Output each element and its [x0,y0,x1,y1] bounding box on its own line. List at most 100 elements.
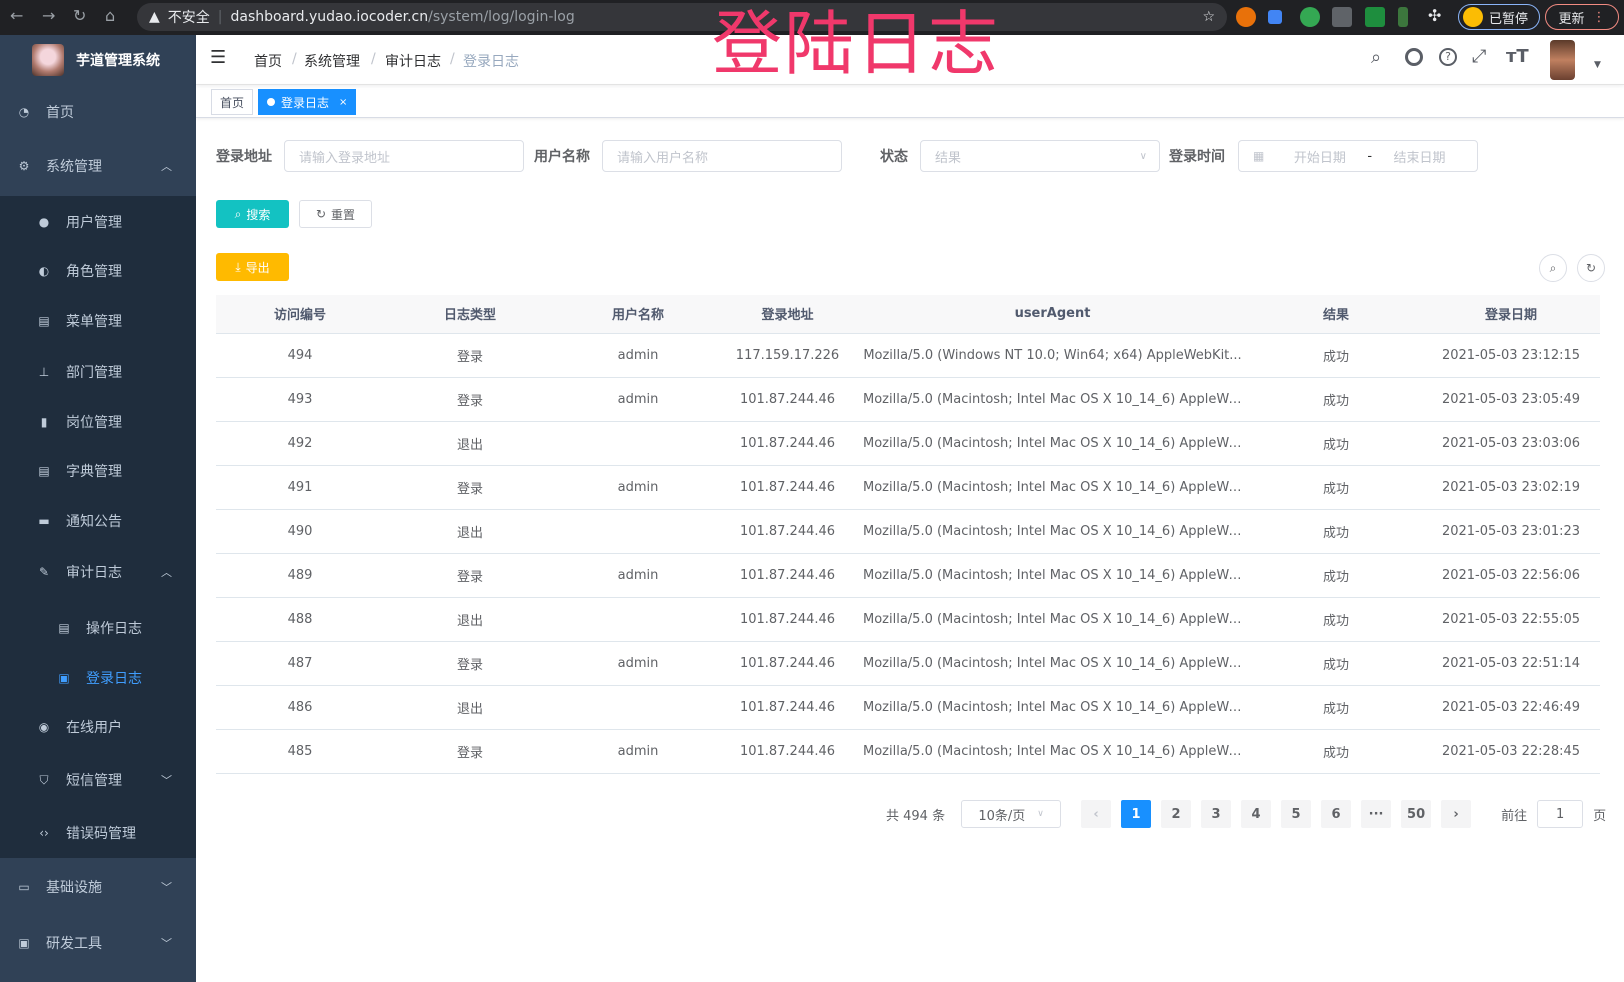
back-icon[interactable]: ← [10,6,24,25]
fullscreen-icon[interactable]: ⤢ [1472,46,1487,67]
table-row[interactable]: 486 退出 101.87.244.46 Mozilla/5.0 (Macintosh… [216,685,1600,730]
monitor-icon: ▭ [18,880,30,894]
sidebar-item[interactable]: ▮ 岗位管理 [0,397,196,447]
tag-home[interactable]: 首页 [211,89,254,115]
reload-icon[interactable]: ↻ [73,6,87,25]
forward-icon[interactable]: → [42,6,56,25]
next-page-button[interactable]: › [1441,800,1472,828]
table-cell: Mozilla/5.0 (Macintosh; Intel Mac OS X 1… [855,553,1250,598]
page-button[interactable]: 2 [1161,800,1192,828]
update-button[interactable]: 更新 ⋮ [1545,4,1619,30]
sidebar-item[interactable]: ▤ 菜单管理 [0,296,196,346]
caret-down-icon[interactable]: ▼ [1594,60,1601,70]
gear-icon: ⚙ [18,159,30,173]
question-icon[interactable]: ? [1439,48,1457,66]
app-logo[interactable]: 芋道管理系统 [0,35,196,85]
sidebar-item[interactable]: ▤ 操作日志 [0,603,196,653]
username-input[interactable]: 请输入用户名称 [602,140,842,172]
hamburger-icon[interactable]: ☰ [210,47,227,68]
sidebar-item[interactable]: ◔ 首页 [0,87,196,137]
post-icon: ▮ [40,415,48,429]
table-row[interactable]: 494 登录 admin 117.159.17.226 Mozilla/5.0 (Win… [216,333,1600,378]
sidebar-item-label: 短信管理 [66,773,122,789]
close-icon[interactable]: × [339,96,348,108]
chevron-down-icon: ﹀ [161,937,172,950]
table-row[interactable]: 492 退出 101.87.244.46 Mozilla/5.0 (Macintosh… [216,421,1600,466]
tag-login-log[interactable]: 登录日志 × [258,89,357,115]
search-icon[interactable]: ⌕ [1371,47,1382,68]
page-button[interactable]: 5 [1281,800,1312,828]
table-cell: 494 [216,333,384,378]
table-cell: 2021-05-03 23:02:19 [1422,465,1600,510]
toggle-search-button[interactable]: ⌕ [1539,254,1567,282]
extension-icon[interactable] [1236,7,1256,27]
page-button[interactable]: 1 [1121,800,1152,828]
table-cell: 486 [216,685,384,730]
user-avatar[interactable] [1550,40,1575,80]
table-cell: admin [556,465,720,510]
sidebar-item[interactable]: ⚙ 系统管理 ︿ [0,141,196,191]
sidebar-item[interactable]: ◉ 在线用户 [0,702,196,752]
sidebar-item[interactable]: ✎ 审计日志 ︿ [0,547,196,597]
table-row[interactable]: 487 登录 admin 101.87.244.46 Mozilla/5.0 (Maci… [216,641,1600,686]
extension-icon[interactable] [1398,7,1408,27]
tree-icon: ⊥ [38,365,50,379]
sidebar-item[interactable]: ▭ 基础设施 ﹀ [0,862,196,912]
table-row[interactable]: 491 登录 admin 101.87.244.46 Mozilla/5.0 (Maci… [216,465,1600,510]
code-icon: ‹› [39,826,49,840]
table-cell: 退出 [384,509,556,554]
puzzle-icon[interactable]: ✣ [1428,6,1442,25]
page-button[interactable]: 4 [1241,800,1272,828]
table-cell: 2021-05-03 23:01:23 [1422,509,1600,554]
extension-icon[interactable] [1300,7,1320,27]
table-row[interactable]: 493 登录 admin 101.87.244.46 Mozilla/5.0 (Maci… [216,377,1600,422]
sidebar-item-label: 通知公告 [66,514,122,530]
star-icon[interactable]: ☆ [1202,9,1215,25]
sidebar-item[interactable]: ‹› 错误码管理 [0,808,196,858]
table-row[interactable]: 488 退出 101.87.244.46 Mozilla/5.0 (Macintosh… [216,597,1600,642]
profile-button[interactable]: 已暂停 [1458,4,1540,30]
github-icon[interactable] [1405,48,1423,66]
address-bar[interactable]: ▲ 不安全 | dashboard.yudao.iocoder.cn/syste… [137,3,1227,31]
sidebar-item[interactable]: ▬ 通知公告 [0,496,196,546]
page-button[interactable]: 6 [1321,800,1352,828]
page-size-select[interactable]: 10条/页 ∨ [961,800,1062,828]
breadcrumb-item[interactable]: 系统管理 [304,54,360,70]
refresh-button[interactable]: ↻ [1577,254,1605,282]
sidebar-item[interactable]: ⛉ 短信管理 ﹀ [0,755,196,805]
extension-icon[interactable] [1365,7,1385,27]
sidebar-item[interactable]: ◐ 角色管理 [0,246,196,296]
search-button[interactable]: ⌕ 搜索 [216,200,289,228]
breadcrumb-item[interactable]: 审计日志 [385,54,441,70]
sidebar-item[interactable]: ● 用户管理 [0,197,196,247]
table-cell: 成功 [1250,729,1422,774]
page-button[interactable]: 3 [1201,800,1232,828]
sidebar-item[interactable]: ▣ 研发工具 ﹀ [0,918,196,968]
table-cell: 2021-05-03 22:28:45 [1422,729,1600,774]
home-icon[interactable]: ⌂ [105,6,116,25]
page-button[interactable]: ··· [1361,800,1392,828]
table-cell: 登录 [384,641,556,686]
extension-icon[interactable] [1268,10,1282,24]
font-size-icon[interactable]: ᴛT [1506,46,1529,67]
ip-input[interactable]: 请输入登录地址 [284,140,524,172]
prev-page-button[interactable]: ‹ [1081,800,1112,828]
table-row[interactable]: 489 登录 admin 101.87.244.46 Mozilla/5.0 (Maci… [216,553,1600,598]
table-row[interactable]: 485 登录 admin 101.87.244.46 Mozilla/5.0 (Maci… [216,729,1600,774]
table-cell: 101.87.244.46 [720,729,855,774]
table-cell: 成功 [1250,421,1422,466]
sidebar-item[interactable]: ⊥ 部门管理 [0,347,196,397]
table-cell: 2021-05-03 23:12:15 [1422,333,1600,378]
extension-icon[interactable] [1332,7,1352,27]
export-button[interactable]: ⤓ 导出 [216,253,289,281]
goto-page-input[interactable]: 1 [1537,800,1584,828]
sidebar-item[interactable]: ▤ 字典管理 [0,446,196,496]
breadcrumb-item[interactable]: 首页 [254,54,282,70]
date-range-picker[interactable]: ▦ 开始日期 - 结束日期 [1238,140,1478,172]
sidebar-item[interactable]: ▣ 登录日志 [0,653,196,703]
status-select[interactable]: 结果 ∨ [920,140,1160,172]
table-row[interactable]: 490 退出 101.87.244.46 Mozilla/5.0 (Macintosh… [216,509,1600,554]
reset-button[interactable]: ↻ 重置 [299,200,372,228]
page-button[interactable]: 50 [1401,800,1432,828]
login-log-table: 访问编号 日志类型 用户名称 登录地址 userAgent 结果 登录日期 494 登录 adm… [216,295,1600,774]
